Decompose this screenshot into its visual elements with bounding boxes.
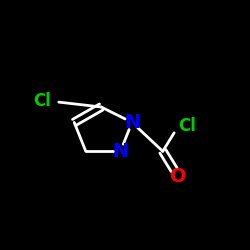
Text: N: N xyxy=(112,142,128,161)
Text: O: O xyxy=(170,167,186,186)
Circle shape xyxy=(128,118,136,127)
Circle shape xyxy=(47,97,55,106)
Text: N: N xyxy=(124,113,140,132)
Circle shape xyxy=(174,122,182,130)
Circle shape xyxy=(116,147,125,156)
Text: Cl: Cl xyxy=(178,117,196,135)
Circle shape xyxy=(174,172,182,180)
Text: Cl: Cl xyxy=(33,92,51,110)
